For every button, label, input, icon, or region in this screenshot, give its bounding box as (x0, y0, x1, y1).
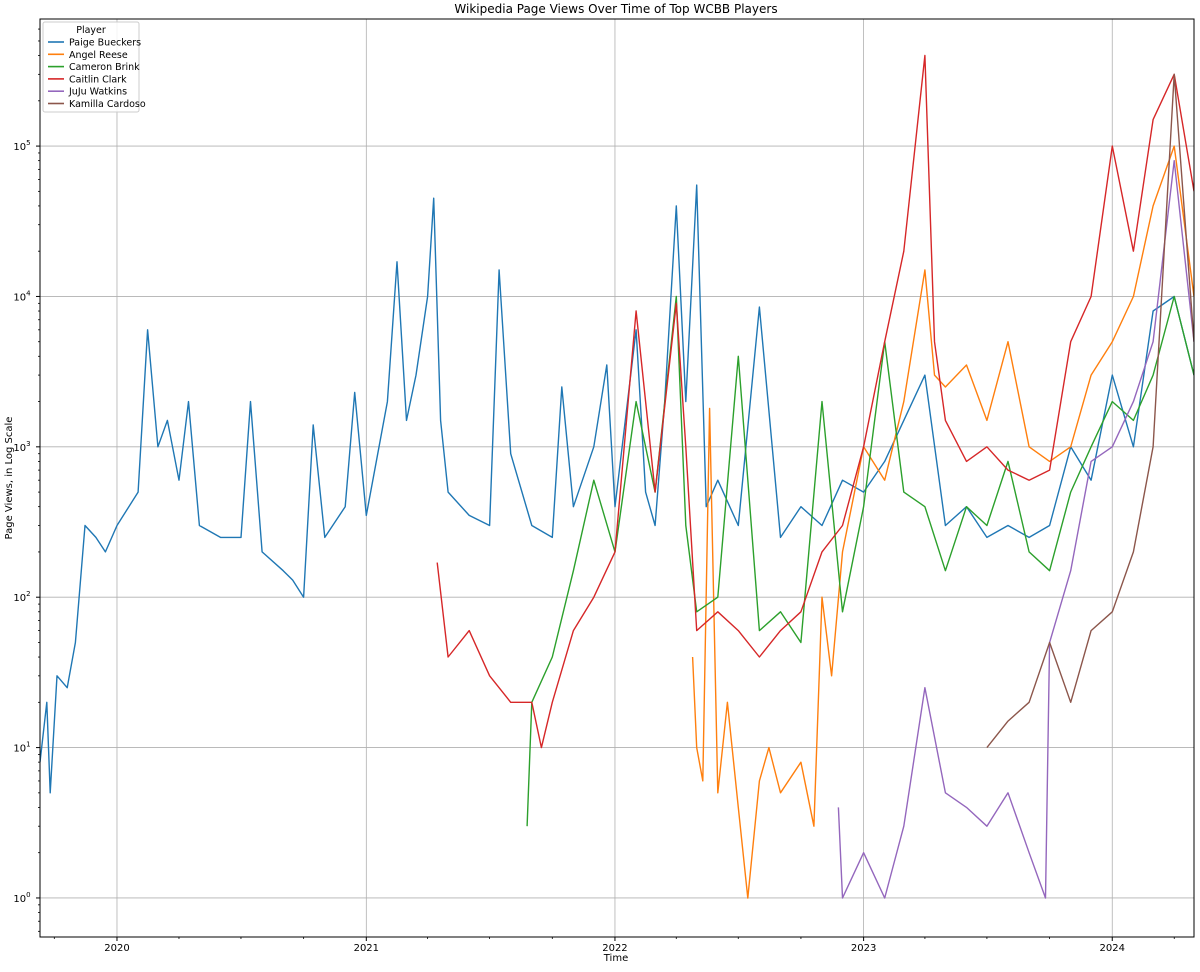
series-layer (40, 54, 1194, 899)
legend-title: Player (76, 25, 106, 36)
y-tick-label: 103 (13, 440, 30, 454)
series-line-caitlin-clark (436, 54, 1194, 749)
legend-label: Angel Reese (69, 50, 128, 61)
y-tick-label: 105 (13, 139, 30, 153)
legend-label: JuJu Watkins (68, 87, 127, 98)
legend-label: Cameron Brink (69, 62, 140, 73)
x-tick-label: 2022 (602, 943, 627, 954)
series-line-angel-reese (691, 145, 1194, 899)
legend-label: Paige Bueckers (69, 38, 141, 49)
series-line-juju-watkins (837, 160, 1194, 899)
series-line-paige-bueckers (40, 184, 1194, 794)
x-tick-label: 2024 (1100, 943, 1125, 954)
legend-box (42, 21, 140, 113)
x-tick-label: 2020 (104, 943, 129, 954)
x-tick-label: 2023 (851, 943, 876, 954)
y-tick-label: 101 (13, 741, 30, 755)
y-tick-label: 102 (13, 590, 30, 604)
axis-layer: 2020 2021 2022 2023 2024 100 101 102 103 104 105 (13, 28, 1175, 954)
y-tick-label: 104 (13, 289, 31, 303)
plot-frame (39, 18, 1195, 938)
chart-title: Wikipedia Page Views Over Time of Top WC… (454, 2, 777, 16)
series-line-cameron-brink (526, 295, 1194, 827)
grid-layer (40, 19, 1194, 937)
y-tick-label: 100 (13, 891, 30, 905)
y-axis-title: Page Views, in Log Scale (4, 417, 15, 540)
legend-label: Caitlin Clark (69, 74, 127, 85)
legend-label: Kamilla Cardoso (69, 99, 146, 110)
series-line-kamilla-cardoso (986, 73, 1194, 749)
x-tick-label: 2021 (354, 943, 379, 954)
x-axis-title: Time (603, 953, 628, 964)
